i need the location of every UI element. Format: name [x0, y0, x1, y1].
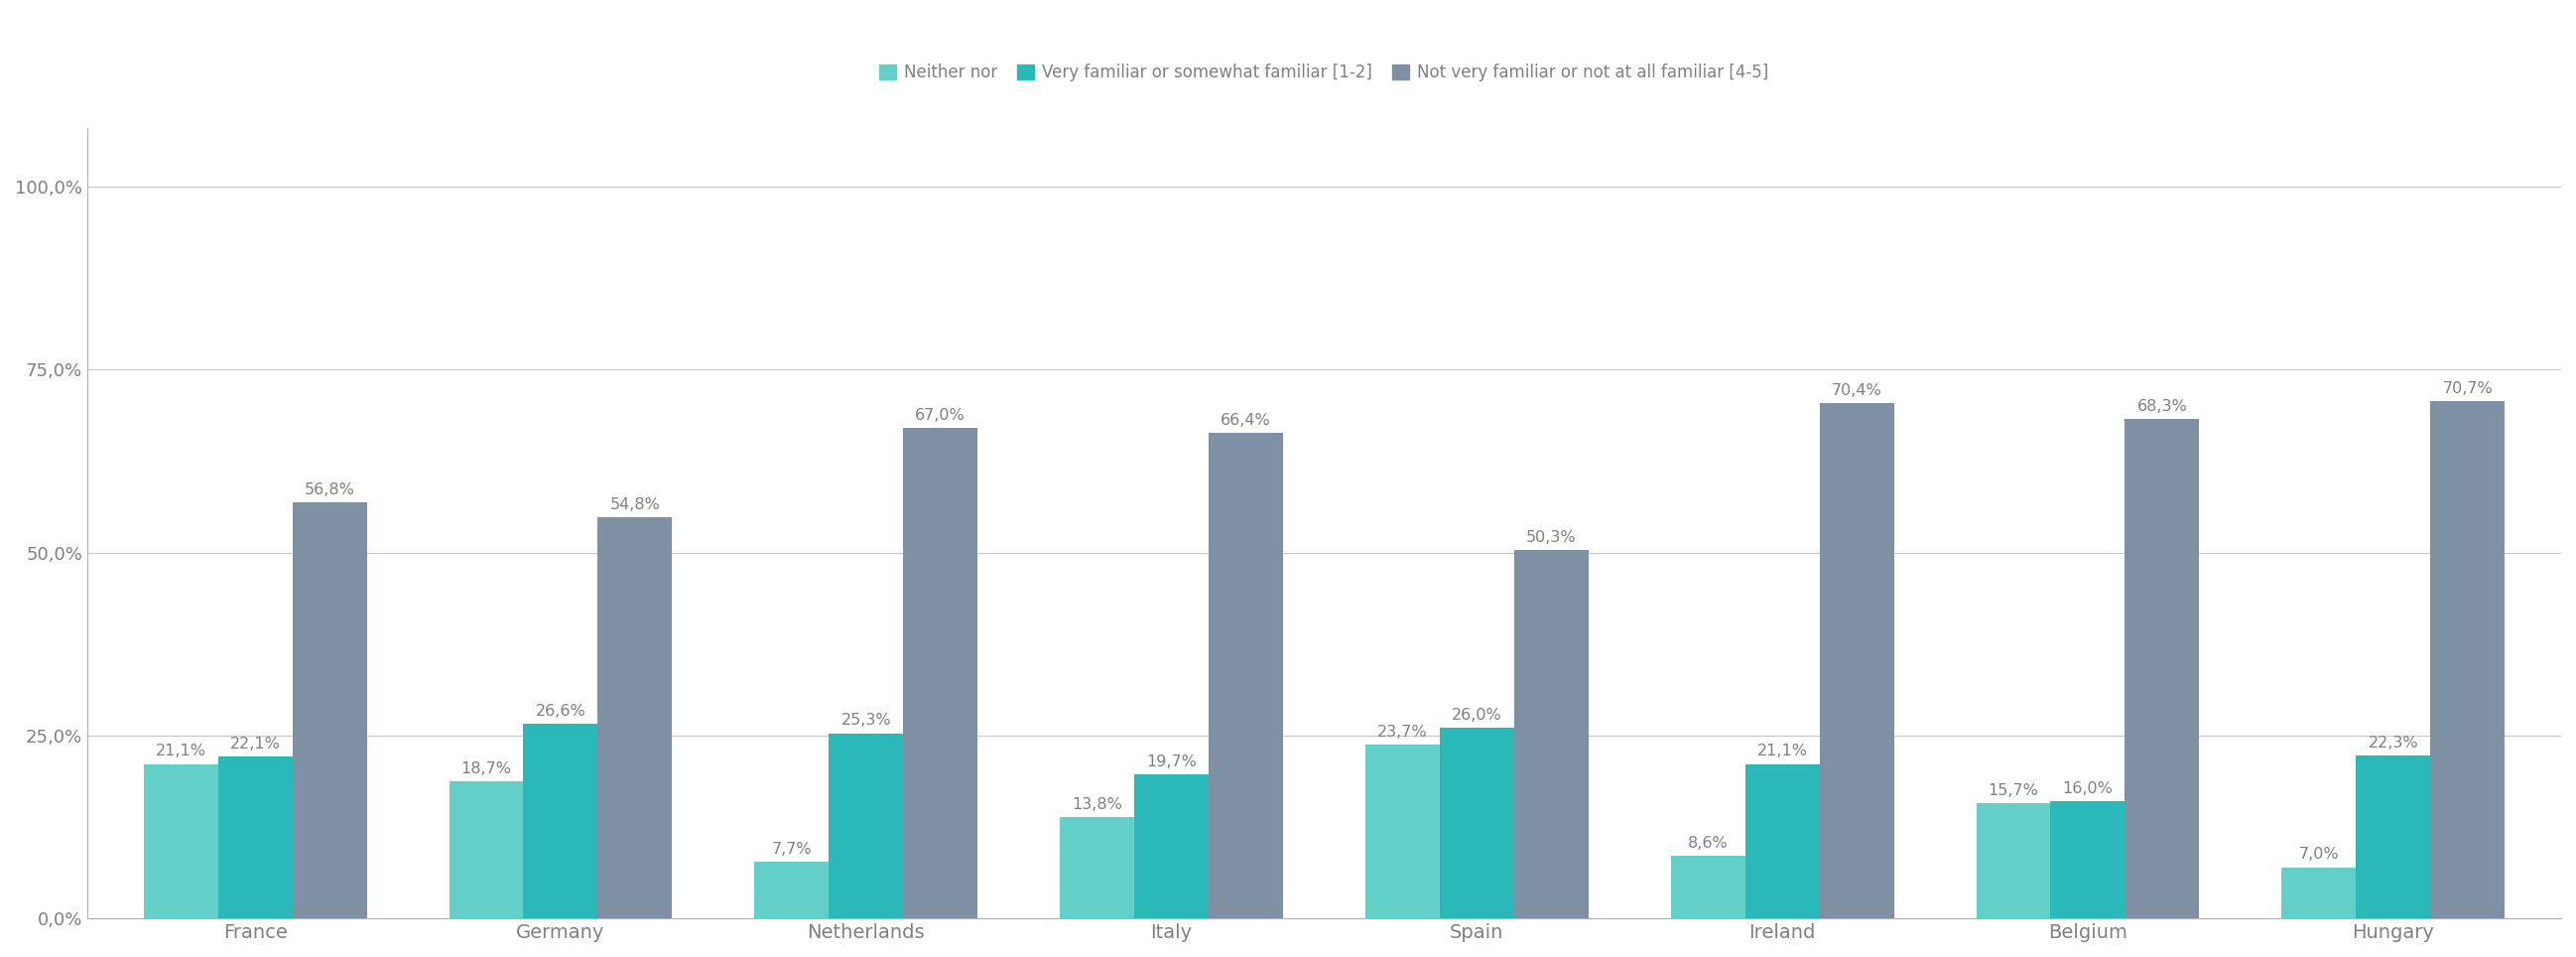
Bar	[1515, 550, 1589, 919]
Bar	[598, 518, 672, 919]
Bar	[1059, 817, 1133, 919]
Text: 68,3%: 68,3%	[2138, 399, 2187, 413]
Text: 26,6%: 26,6%	[536, 703, 585, 719]
Text: 22,3%: 22,3%	[2367, 735, 2419, 750]
Text: 22,1%: 22,1%	[229, 737, 281, 751]
Legend: Neither nor, Very familiar or somewhat familiar [1-2], Not very familiar or not : Neither nor, Very familiar or somewhat f…	[873, 57, 1775, 88]
Text: 67,0%: 67,0%	[914, 408, 966, 423]
Bar	[1976, 804, 2050, 919]
Bar	[523, 723, 598, 919]
Bar	[1744, 764, 1819, 919]
Bar	[2429, 401, 2504, 919]
Text: 23,7%: 23,7%	[1378, 725, 1427, 740]
Text: 21,1%: 21,1%	[1757, 744, 1808, 759]
Bar	[291, 502, 366, 919]
Bar	[2050, 801, 2125, 919]
Text: 19,7%: 19,7%	[1146, 754, 1198, 769]
Text: 50,3%: 50,3%	[1525, 530, 1577, 545]
Text: 16,0%: 16,0%	[2063, 781, 2112, 796]
Text: 7,0%: 7,0%	[2298, 847, 2339, 862]
Bar	[1208, 433, 1283, 919]
Text: 7,7%: 7,7%	[770, 842, 811, 857]
Bar	[755, 862, 829, 919]
Bar	[1440, 728, 1515, 919]
Bar	[904, 428, 976, 919]
Bar	[2357, 755, 2429, 919]
Text: 25,3%: 25,3%	[840, 713, 891, 728]
Text: 66,4%: 66,4%	[1221, 412, 1270, 428]
Bar	[448, 782, 523, 919]
Bar	[1819, 403, 1893, 919]
Text: 26,0%: 26,0%	[1453, 708, 1502, 723]
Bar	[219, 757, 291, 919]
Text: 21,1%: 21,1%	[155, 744, 206, 759]
Text: 56,8%: 56,8%	[304, 482, 355, 498]
Text: 18,7%: 18,7%	[461, 762, 513, 776]
Text: 70,4%: 70,4%	[1832, 383, 1883, 398]
Bar	[829, 733, 904, 919]
Bar	[1133, 774, 1208, 919]
Text: 70,7%: 70,7%	[2442, 381, 2494, 396]
Bar	[2125, 418, 2200, 919]
Bar	[144, 764, 219, 919]
Text: 8,6%: 8,6%	[1687, 835, 1728, 851]
Text: 13,8%: 13,8%	[1072, 797, 1123, 812]
Text: 15,7%: 15,7%	[1989, 784, 2038, 798]
Bar	[1672, 856, 1744, 919]
Bar	[2282, 867, 2357, 919]
Bar	[1365, 745, 1440, 919]
Text: 54,8%: 54,8%	[611, 498, 659, 512]
